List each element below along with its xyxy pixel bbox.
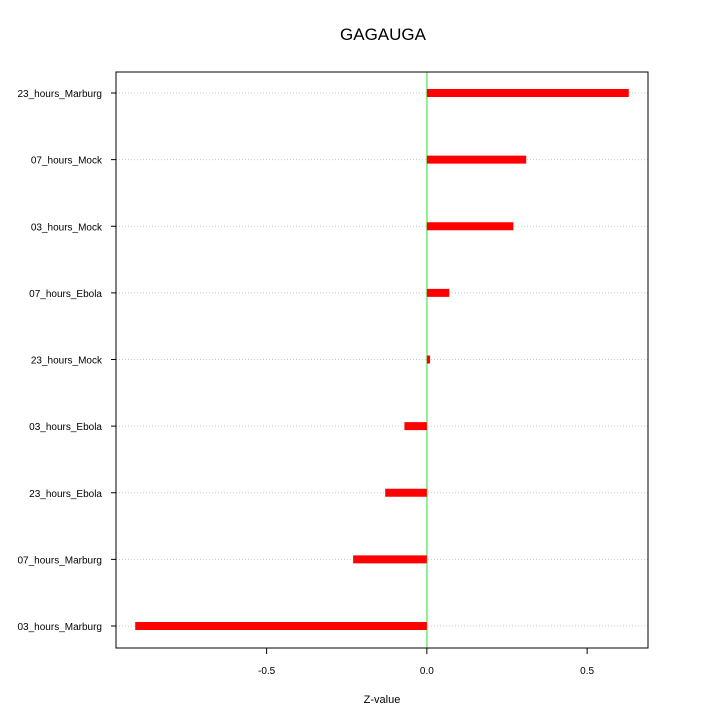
category-label: 07_hours_Marburg [18,555,103,566]
bar [404,422,427,431]
category-label: 07_hours_Mock [31,156,103,167]
category-labels: 23_hours_Marburg 07_hours_Mock 03_hours_Mo… [18,89,116,633]
bar [426,155,527,164]
category-label: 23_hours_Marburg [18,89,103,100]
x-tick-label: 0.0 [420,666,434,677]
category-label: 23_hours_Ebola [29,489,102,500]
bar [353,555,427,564]
chart-title: GAGAUGA [340,25,427,44]
bar [426,89,629,97]
category-label: 23_hours_Mock [31,356,103,367]
bar [135,622,427,630]
category-label: 03_hours_Ebola [29,422,102,433]
x-axis-label: Z-value [364,694,401,706]
bars [135,89,629,630]
bar [426,355,431,364]
grid-lines [116,92,648,627]
category-label: 03_hours_Mock [31,222,103,233]
x-tick-label: -0.5 [258,666,276,677]
category-label: 03_hours_Marburg [18,622,103,633]
bar [426,288,450,297]
bar [426,222,514,231]
x-tick-label: 0.5 [580,666,594,677]
bar [385,488,427,497]
x-axis-ticks: -0.5 0.0 0.5 [258,648,594,677]
category-label: 07_hours_Ebola [29,289,102,300]
